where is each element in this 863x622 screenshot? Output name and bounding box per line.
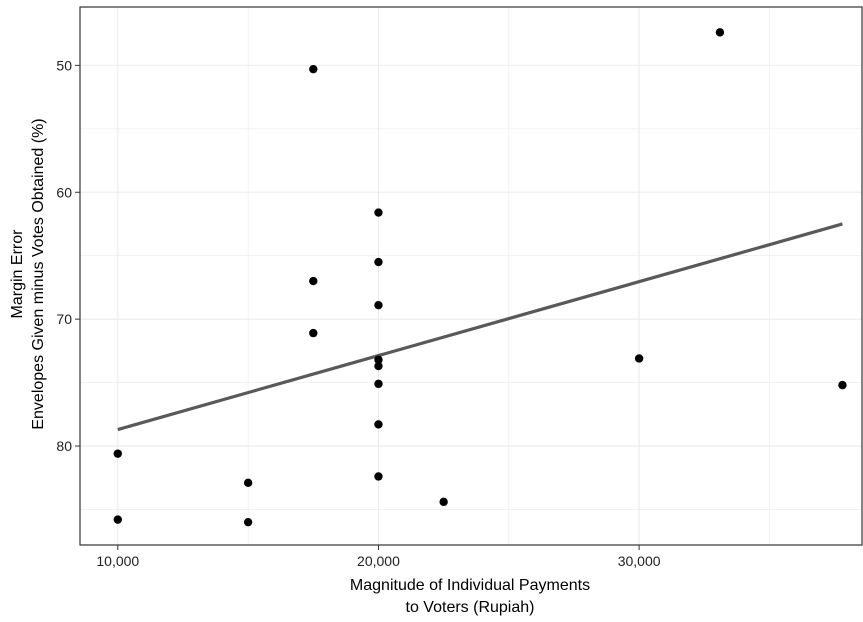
data-point — [374, 472, 383, 481]
data-point — [838, 380, 847, 390]
x-tick-label: 30,000 — [618, 553, 661, 569]
data-point — [374, 300, 383, 310]
data-point — [374, 379, 383, 389]
panel-border — [79, 6, 863, 546]
data-point — [309, 328, 318, 338]
data-point — [309, 64, 318, 74]
axis-ticks — [75, 64, 640, 550]
x-tick-label: 20,000 — [357, 553, 400, 569]
y-tick-label: 50 — [56, 57, 72, 73]
regression-fit-line — [117, 222, 843, 432]
data-point — [374, 257, 383, 267]
data-point — [113, 449, 122, 458]
data-point — [439, 497, 448, 507]
data-point — [243, 478, 253, 488]
y-axis-title-line-1: Margin Error — [9, 229, 26, 319]
data-point — [113, 515, 122, 524]
x-axis-title-line-1: Magnitude of Individual Payments — [350, 577, 590, 594]
data-point — [374, 361, 383, 371]
fit-line-layer — [117, 222, 843, 432]
y-tick-label: 80 — [56, 438, 72, 454]
data-points — [113, 28, 847, 527]
x-axis-title-line-2: to Voters (Rupiah) — [406, 599, 535, 616]
y-axis-title-line-2: Envelopes Given minus Votes Obtained (%) — [30, 118, 47, 429]
data-point — [374, 208, 383, 217]
data-point — [374, 420, 383, 429]
data-point — [309, 276, 318, 286]
data-point — [715, 28, 725, 37]
tick-labels: 10,000 20,000 30,000 50 60 70 80 — [56, 57, 660, 569]
x-tick-label: 10,000 — [96, 553, 139, 569]
grid-lines — [80, 7, 862, 545]
data-point — [374, 355, 383, 364]
y-tick-label: 60 — [56, 184, 72, 200]
y-tick-label: 70 — [56, 311, 72, 327]
data-point — [243, 517, 253, 527]
data-point — [634, 354, 644, 363]
